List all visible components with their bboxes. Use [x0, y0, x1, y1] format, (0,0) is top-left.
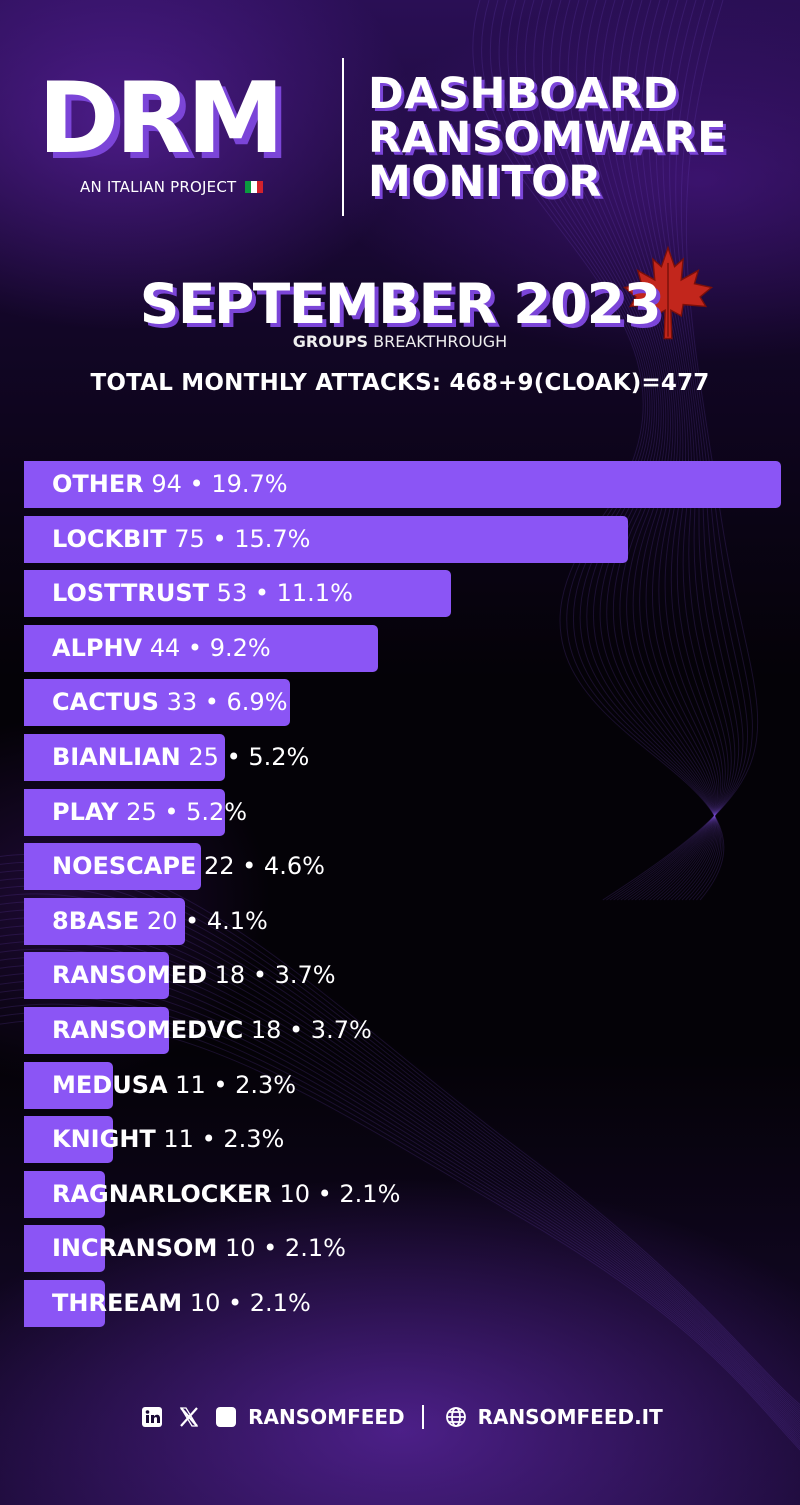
bar-cactus: [24, 679, 290, 726]
logo-subtitle: AN ITALIAN PROJECT: [80, 178, 264, 196]
month-title: SEPTEMBER 2023: [139, 272, 662, 336]
group-name: OTHER: [52, 470, 144, 498]
group-name: RANSOMEDVC: [52, 1016, 244, 1044]
bar-ransomed: [24, 952, 169, 999]
group-name: INCRANSOM: [52, 1234, 218, 1262]
bar-medusa: [24, 1062, 113, 1109]
bar-ransomedvc: [24, 1007, 169, 1054]
bar-losttrust: [24, 570, 451, 617]
bar-label-noescape: NOESCAPE 22 • 4.6%: [52, 843, 325, 890]
bar-label-threeam: THREEAM 10 • 2.1%: [52, 1280, 311, 1327]
group-value: 22 • 4.6%: [196, 852, 325, 880]
group-value: 11 • 2.3%: [167, 1071, 297, 1099]
group-name: NOESCAPE: [52, 852, 197, 880]
group-name: BIANLIAN: [52, 743, 181, 771]
x-icon[interactable]: [178, 1406, 200, 1433]
bar-label-ransomed: RANSOMED 18 • 3.7%: [52, 952, 336, 999]
globe-icon: [445, 1406, 467, 1433]
bar-label-alphv: ALPHV 44 • 9.2%: [52, 625, 271, 672]
linkedin-icon[interactable]: [141, 1406, 163, 1433]
total-attacks: TOTAL MONTHLY ATTACKS: 468+9(CLOAK)=477: [90, 370, 710, 396]
group-value: 10 • 2.1%: [217, 1234, 346, 1262]
group-value: 75 • 15.7%: [166, 525, 311, 553]
group-value: 53 • 11.1%: [209, 579, 353, 607]
group-value: 20 • 4.1%: [139, 907, 268, 935]
footer-divider: [421, 1405, 424, 1429]
bar-label-play: PLAY 25 • 5.2%: [52, 789, 247, 836]
group-name: PLAY: [52, 798, 119, 826]
bar-bianlian: [24, 734, 225, 781]
bar-label-incransom: INCRANSOM 10 • 2.1%: [52, 1225, 346, 1272]
footer: RANSOMFEED RANSOMFEED.IT: [0, 1405, 800, 1433]
bar-label-8base: 8BASE 20 • 4.1%: [52, 898, 268, 945]
title-line-3: MONITOR: [368, 157, 602, 207]
group-name: RANSOMED: [52, 961, 208, 989]
bar-noescape: [24, 843, 201, 890]
group-name: MEDUSA: [52, 1071, 168, 1099]
bar-label-other: OTHER 94 • 19.7%: [52, 461, 288, 508]
drm-logo: DRM: [38, 62, 284, 176]
group-value: 94 • 19.7%: [143, 470, 288, 498]
instagram-icon[interactable]: [215, 1406, 237, 1433]
bar-label-bianlian: BIANLIAN 25 • 5.2%: [52, 734, 309, 781]
bar-incransom: [24, 1225, 105, 1272]
bar-8base: [24, 898, 185, 945]
bar-play: [24, 789, 225, 836]
group-name: 8BASE: [52, 907, 140, 935]
bar-label-losttrust: LOSTTRUST 53 • 11.1%: [52, 570, 353, 617]
footer-site[interactable]: RANSOMFEED.IT: [477, 1405, 663, 1429]
group-value: 10 • 2.1%: [182, 1289, 311, 1317]
bar-alphv: [24, 625, 378, 672]
group-value: 33 • 6.9%: [158, 688, 288, 716]
dashboard-title: DASHBOARD RANSOMWARE MONITOR: [368, 72, 727, 204]
bar-label-ragnarlocker: RAGNARLOCKER 10 • 2.1%: [52, 1171, 400, 1218]
header: DRM AN ITALIAN PROJECT DASHBOARD RANSOMW…: [0, 0, 800, 230]
group-name: RAGNARLOCKER: [52, 1180, 272, 1208]
bar-lockbit: [24, 516, 628, 563]
group-value: 18 • 3.7%: [243, 1016, 372, 1044]
group-name: LOSTTRUST: [52, 579, 210, 607]
group-value: 25 • 5.2%: [180, 743, 310, 771]
italy-flag-icon: [245, 179, 264, 193]
bar-label-medusa: MEDUSA 11 • 2.3%: [52, 1062, 296, 1109]
group-value: 10 • 2.1%: [271, 1180, 401, 1208]
bar-ragnarlocker: [24, 1171, 105, 1218]
group-name: LOCKBIT: [52, 525, 167, 553]
bar-label-knight: KNIGHT 11 • 2.3%: [52, 1116, 284, 1163]
chart-subtitle: GROUPS BREAKTHROUGH: [292, 332, 508, 351]
bar-knight: [24, 1116, 113, 1163]
group-value: 44 • 9.2%: [142, 634, 271, 662]
group-value: 25 • 5.2%: [118, 798, 248, 826]
group-name: KNIGHT: [52, 1125, 156, 1153]
group-name: THREEAM: [52, 1289, 183, 1317]
bar-label-ransomedvc: RANSOMEDVC 18 • 3.7%: [52, 1007, 372, 1054]
bar-threeam: [24, 1280, 105, 1327]
header-divider: [342, 58, 344, 216]
maple-leaf-icon: [622, 245, 714, 340]
footer-handle[interactable]: RANSOMFEED: [248, 1405, 405, 1429]
title-line-2: RANSOMWARE: [368, 113, 727, 163]
group-value: 18 • 3.7%: [207, 961, 336, 989]
bar-other: [24, 461, 781, 508]
bar-label-lockbit: LOCKBIT 75 • 15.7%: [52, 516, 310, 563]
group-name: CACTUS: [52, 688, 159, 716]
group-value: 11 • 2.3%: [155, 1125, 285, 1153]
title-line-1: DASHBOARD: [368, 69, 679, 119]
bar-label-cactus: CACTUS 33 • 6.9%: [52, 679, 288, 726]
group-name: ALPHV: [52, 634, 143, 662]
